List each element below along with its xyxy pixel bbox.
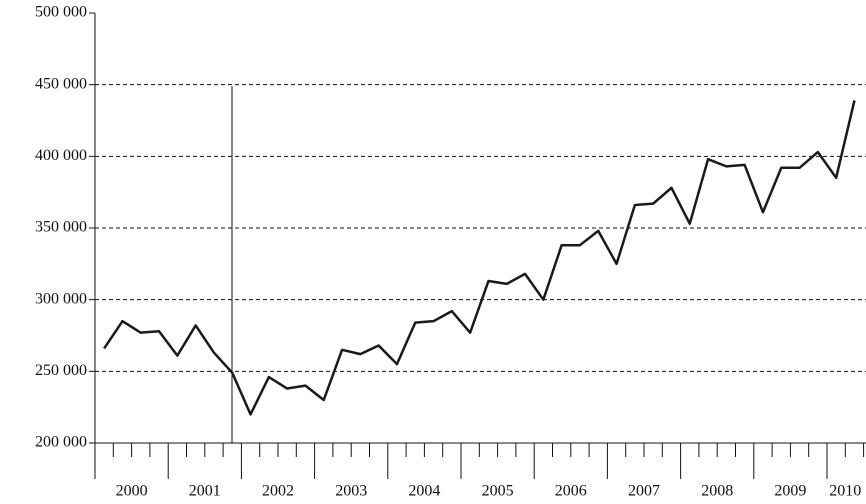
- x-tick-label: 2006: [555, 483, 587, 500]
- x-tick-label: 2001: [189, 483, 221, 500]
- y-tick-label: 200 000: [35, 434, 87, 451]
- y-tick-label: 250 000: [35, 362, 87, 379]
- y-tick-label: 350 000: [35, 219, 87, 236]
- y-tick-label: 450 000: [35, 75, 87, 92]
- x-tick-label: 2003: [335, 483, 367, 500]
- x-tick-label: 2009: [774, 483, 806, 500]
- line-series: [103, 100, 856, 416]
- y-tick-label: 400 000: [35, 147, 87, 164]
- x-tick-label: 2010: [829, 483, 861, 500]
- x-tick-label: 2007: [628, 483, 660, 500]
- x-tick-label: 2005: [482, 483, 514, 500]
- y-tick-label: 300 000: [35, 290, 87, 307]
- x-tick-label: 2008: [701, 483, 733, 500]
- x-tick-label: 2000: [116, 483, 148, 500]
- x-tick-label: 2004: [408, 483, 440, 500]
- x-tick-label: 2002: [262, 483, 294, 500]
- y-tick-label: 500 000: [35, 4, 87, 21]
